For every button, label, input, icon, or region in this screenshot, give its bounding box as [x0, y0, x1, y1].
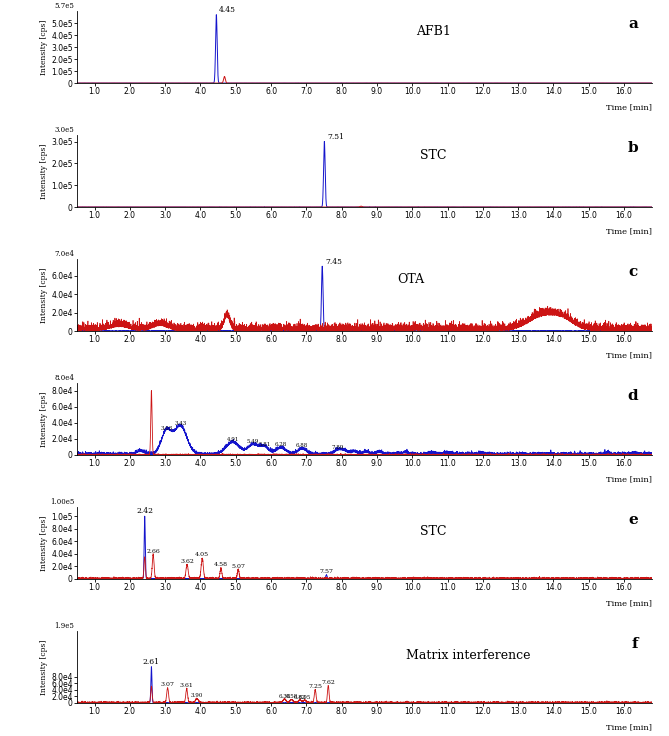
Y-axis label: Intensity [cps]: Intensity [cps]: [40, 392, 48, 447]
Text: 7.45: 7.45: [325, 258, 342, 266]
Text: 3.03: 3.03: [160, 426, 173, 431]
Text: 1.9e5: 1.9e5: [54, 622, 74, 630]
Text: 3.62: 3.62: [180, 559, 194, 564]
Text: a: a: [628, 17, 638, 31]
Text: 5.07: 5.07: [231, 564, 246, 569]
Text: 6.88: 6.88: [296, 443, 308, 448]
Text: 5.81: 5.81: [258, 442, 270, 447]
Text: 7.0e4: 7.0e4: [54, 250, 74, 258]
Text: 8.0e4: 8.0e4: [54, 374, 74, 382]
Text: 4.45: 4.45: [219, 6, 236, 14]
Text: Time [min]: Time [min]: [606, 475, 652, 483]
Text: 4.05: 4.05: [195, 553, 209, 557]
Text: b: b: [628, 141, 638, 155]
Text: f: f: [632, 637, 638, 651]
Text: 6.82: 6.82: [294, 695, 306, 699]
Text: 7.89: 7.89: [332, 445, 344, 450]
Text: OTA: OTA: [397, 273, 424, 286]
Text: d: d: [628, 389, 638, 403]
Y-axis label: Intensity [cps]: Intensity [cps]: [40, 639, 48, 695]
Y-axis label: Intensity [cps]: Intensity [cps]: [40, 144, 48, 199]
Text: 4.91: 4.91: [226, 437, 239, 442]
Text: 2.42: 2.42: [136, 507, 153, 515]
Text: 6.95: 6.95: [298, 695, 311, 700]
Text: 7.57: 7.57: [320, 569, 333, 574]
Text: 3.90: 3.90: [191, 693, 203, 698]
Text: 2.61: 2.61: [143, 658, 160, 666]
Y-axis label: Intensity [cps]: Intensity [cps]: [40, 515, 48, 570]
Text: Time [min]: Time [min]: [606, 227, 652, 236]
Text: 1.00e5: 1.00e5: [50, 498, 74, 506]
Y-axis label: Intensity [cps]: Intensity [cps]: [40, 19, 48, 75]
Text: c: c: [629, 265, 638, 279]
Text: 2.66: 2.66: [147, 548, 160, 553]
Text: Matrix interference: Matrix interference: [406, 649, 531, 662]
Text: 7.51: 7.51: [327, 133, 344, 141]
Text: 3.61: 3.61: [180, 683, 193, 688]
Text: STC: STC: [420, 149, 447, 163]
Text: 3.07: 3.07: [161, 682, 175, 687]
Text: 5.7e5: 5.7e5: [54, 2, 74, 10]
Y-axis label: Intensity [cps]: Intensity [cps]: [40, 267, 48, 322]
Text: STC: STC: [420, 525, 447, 538]
Text: Time [min]: Time [min]: [606, 599, 652, 607]
Text: e: e: [628, 512, 638, 527]
Text: AFB1: AFB1: [416, 26, 451, 38]
Text: Time [min]: Time [min]: [606, 723, 652, 731]
Text: 5.49: 5.49: [247, 439, 260, 445]
Text: 6.58: 6.58: [286, 694, 298, 699]
Text: 3.0e5: 3.0e5: [54, 127, 74, 134]
Text: 3.43: 3.43: [174, 421, 187, 426]
Text: 6.28: 6.28: [275, 442, 287, 447]
Text: 7.25: 7.25: [308, 684, 322, 690]
Text: Time [min]: Time [min]: [606, 103, 652, 111]
Text: 7.62: 7.62: [321, 680, 335, 684]
Text: 4.58: 4.58: [214, 562, 228, 567]
Text: 6.38: 6.38: [278, 694, 290, 699]
Text: Time [min]: Time [min]: [606, 351, 652, 359]
